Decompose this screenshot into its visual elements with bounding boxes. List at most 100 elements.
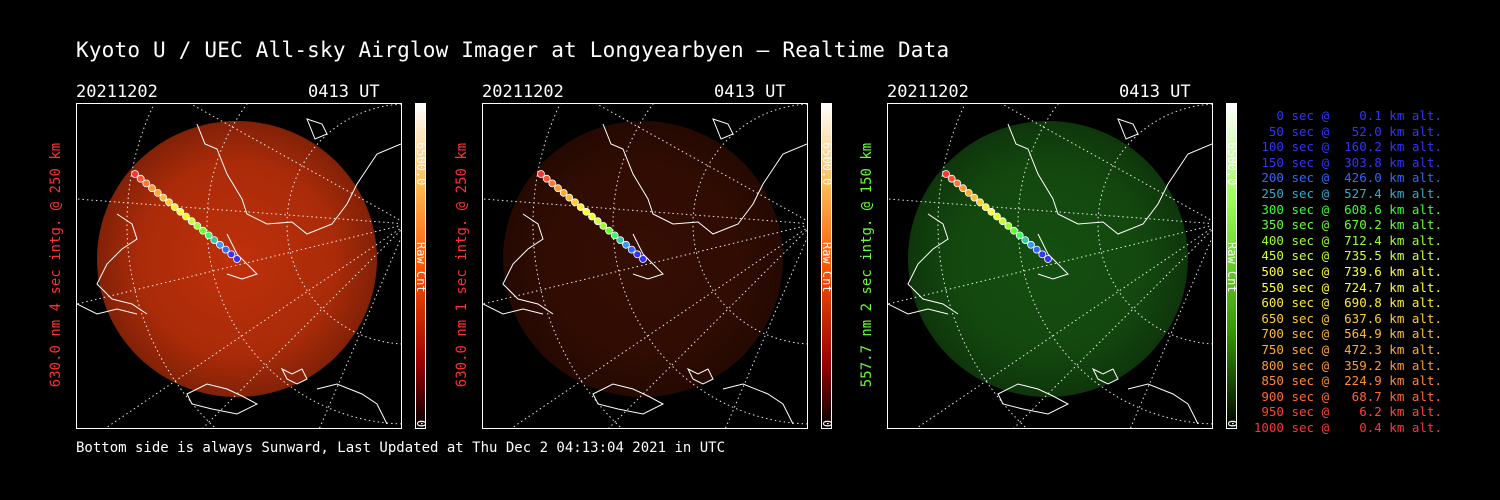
trajectory-point [199, 226, 207, 235]
trajectory-point [565, 193, 574, 202]
trajectory-point [131, 170, 139, 178]
trajectory [131, 170, 241, 263]
panel-wavelength-label: 557.7 nm 2 sec intg. @ 150 km [859, 142, 875, 388]
trajectory-point [548, 179, 557, 188]
image-panel-2: 20211202 0413 UT 630.0 nm 1 sec intg. @ … [454, 82, 922, 432]
colorbar [415, 103, 426, 429]
colorbar [821, 103, 832, 429]
colorbar [1226, 103, 1237, 429]
trajectory-point [588, 212, 596, 221]
trajectory-point [1010, 226, 1018, 235]
trajectory-point [622, 240, 630, 249]
trajectory-point [1027, 240, 1035, 249]
panel-wavelength-label: 630.0 nm 1 sec intg. @ 250 km [454, 142, 470, 388]
legend-entry: 250 sec @ 527.4 km alt. [1253, 185, 1442, 201]
legend-entry: 900 sec @ 68.7 km alt. [1253, 388, 1442, 404]
panel-date: 20211202 [76, 82, 158, 102]
trajectory-point [998, 217, 1007, 226]
trajectory-point [576, 203, 585, 211]
trajectory-point [193, 222, 202, 230]
trajectory-point [187, 217, 196, 226]
trajectory-point [959, 184, 967, 193]
coastline [888, 118, 1212, 425]
trajectory-point [593, 217, 602, 226]
trajectory-point [993, 212, 1001, 221]
image-panel-1: 20211202 0413 UT 630.0 nm 4 sec intg. @ … [48, 82, 516, 432]
trajectory-point [639, 255, 647, 263]
coastline [77, 118, 401, 425]
trajectory-point [1004, 222, 1013, 230]
trajectory-point [610, 231, 619, 240]
panel-time: 0413 UT [308, 82, 380, 102]
legend-entry: 350 sec @ 670.2 km alt. [1253, 217, 1442, 233]
trajectory-point [221, 245, 230, 254]
trajectory-point [1015, 231, 1024, 240]
trajectory [537, 170, 647, 263]
trajectory-point [559, 189, 568, 197]
trajectory-point [599, 222, 608, 230]
trajectory-point [148, 184, 156, 193]
trajectory-point [176, 207, 185, 216]
legend-entry: 400 sec @ 712.4 km alt. [1253, 232, 1442, 248]
legend-entry: 0 sec @ 0.1 km alt. [1253, 108, 1442, 123]
legend-entry: 600 sec @ 690.8 km alt. [1253, 295, 1442, 311]
legend-entry: 850 sec @ 224.9 km alt. [1253, 373, 1442, 389]
panel-date: 20211202 [887, 82, 969, 102]
trajectory-point [964, 189, 973, 197]
trajectory-point [970, 193, 979, 202]
panel-wavelength-label: 630.0 nm 4 sec intg. @ 250 km [48, 142, 64, 388]
legend-entry: 100 sec @ 160.2 km alt. [1253, 139, 1442, 155]
trajectory-point [976, 198, 984, 207]
legend-entry: 750 sec @ 472.3 km alt. [1253, 341, 1442, 357]
legend-entry: 1000 sec @ 0.4 km alt. [1253, 419, 1442, 435]
trajectory-point [159, 193, 168, 202]
trajectory-point [1044, 255, 1052, 263]
legend-entry: 650 sec @ 637.6 km alt. [1253, 310, 1442, 326]
colorbar-unit-label: Raw Cnt [414, 242, 428, 293]
trajectory-point [627, 245, 636, 254]
page-title: Kyoto U / UEC All-sky Airglow Imager at … [76, 38, 950, 62]
geo-grid [888, 104, 1212, 428]
trajectory-point [210, 236, 219, 245]
legend-entry: 800 sec @ 359.2 km alt. [1253, 357, 1442, 373]
colorbar-min-label: 0 [820, 420, 834, 428]
colorbar-min-label: 0 [414, 420, 428, 428]
trajectory-legend: 0 sec @ 0.1 km alt. 50 sec @ 52.0 km alt… [1254, 108, 1442, 435]
trajectory-point [605, 226, 613, 235]
colorbar-max-label: 6500.0 [414, 142, 428, 186]
trajectory-point [633, 250, 642, 259]
trajectory-point [142, 179, 151, 188]
trajectory-point [1038, 250, 1047, 259]
geo-grid [77, 104, 401, 428]
geo-grid [483, 104, 807, 428]
trajectory-point [942, 170, 950, 178]
colorbar-max-label: 6500.0 [820, 142, 834, 186]
legend-entry: 700 sec @ 564.9 km alt. [1253, 326, 1442, 342]
allsky-image [76, 103, 402, 429]
trajectory-point [1032, 245, 1041, 254]
legend-entry: 500 sec @ 739.6 km alt. [1253, 263, 1442, 279]
legend-entry: 300 sec @ 608.6 km alt. [1253, 201, 1442, 217]
panel-date: 20211202 [482, 82, 564, 102]
allsky-image [482, 103, 808, 429]
trajectory-point [947, 174, 956, 183]
colorbar-unit-label: Raw Cnt [1225, 242, 1239, 293]
trajectory [942, 170, 1052, 263]
trajectory-point [233, 255, 241, 263]
trajectory-point [953, 179, 962, 188]
legend-entry: 200 sec @ 426.0 km alt. [1253, 170, 1442, 186]
trajectory-point [182, 212, 190, 221]
colorbar-min-label: 0 [1225, 420, 1239, 428]
trajectory-point [571, 198, 579, 207]
trajectory-point [216, 240, 224, 249]
legend-entry: 950 sec @ 6.2 km alt. [1253, 404, 1442, 420]
trajectory-point [582, 207, 591, 216]
trajectory-point [981, 203, 990, 211]
trajectory-point [204, 231, 213, 240]
trajectory-point [987, 207, 996, 216]
trajectory-point [165, 198, 173, 207]
trajectory-point [1021, 236, 1030, 245]
trajectory-point [153, 189, 162, 197]
trajectory-point [227, 250, 236, 259]
trajectory-point [616, 236, 625, 245]
